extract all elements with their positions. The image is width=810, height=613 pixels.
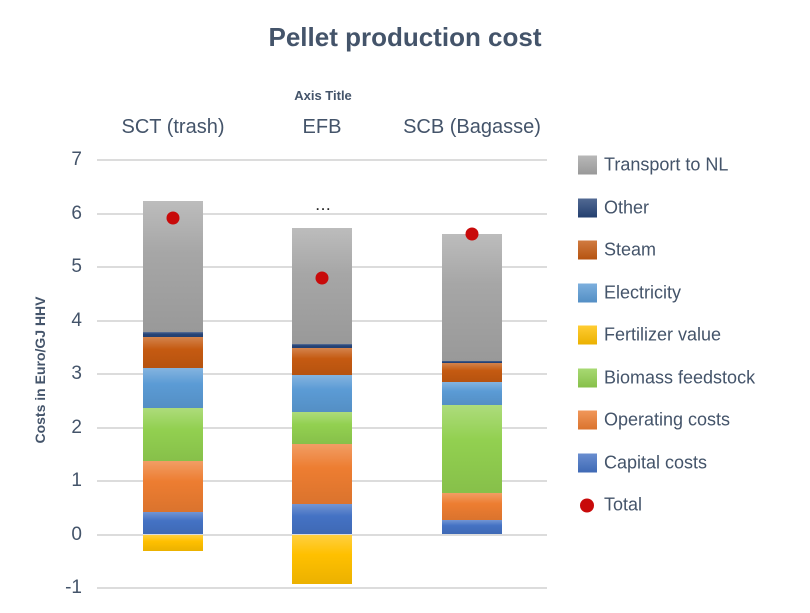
legend-label: Biomass feedstock <box>604 367 756 387</box>
legend-swatch-transport-to-nl <box>578 155 597 175</box>
bar-segment-other <box>292 344 352 349</box>
legend-swatch-electricity <box>578 283 597 302</box>
category-label-sct-trash-: SCT (trash) <box>121 116 225 138</box>
legend-label: Capital costs <box>604 452 708 472</box>
legend-swatch-operating-costs <box>578 410 597 430</box>
bar-segment-steam <box>143 336 203 369</box>
gridline <box>97 212 547 215</box>
bar-segment-electricity <box>292 375 352 412</box>
legend-swatch-total <box>580 498 594 512</box>
legend-label: Operating costs <box>604 409 731 430</box>
legend-swatch-fertilizer-value <box>578 325 597 345</box>
chart-title: Pellet production cost <box>268 22 542 52</box>
bar-segment-electricity <box>143 368 203 409</box>
legend-item-electricity: Electricity <box>578 282 681 303</box>
y-tick-label: 3 <box>71 363 82 385</box>
legend-item-other: Other <box>578 197 649 218</box>
legend-item-operating-costs: Operating costs <box>578 410 730 431</box>
bar-segment-electricity <box>442 381 502 406</box>
legend-item-transport-to-nl: Transport to NL <box>578 155 728 176</box>
bar-segment-biomass-feedstock <box>292 411 352 445</box>
bar-segment-steam <box>442 362 502 382</box>
y-tick-label: 2 <box>71 416 82 438</box>
bar-segment-transport-to-nl <box>292 227 352 345</box>
total-marker <box>166 211 180 225</box>
legend-item-biomass-feedstock: Biomass feedstock <box>578 367 755 388</box>
legend-item-fertilizer-value: Fertilizer value <box>578 325 721 346</box>
category-label-efb: EFB <box>302 116 342 138</box>
gridline <box>97 586 547 589</box>
bar-segment-transport-to-nl <box>442 233 502 361</box>
legend-label: Electricity <box>604 282 682 302</box>
legend-label: Total <box>604 494 643 515</box>
bar-segment-operating-costs <box>292 444 352 505</box>
bar-segment-capital-costs <box>143 512 203 535</box>
bar-segment-fertilizer-value <box>143 534 203 552</box>
chart-legend: Transport to NL Other Steam Electricity Fert… <box>578 0 810 613</box>
y-tick-label: 6 <box>71 202 82 224</box>
bar-segment-biomass-feedstock <box>143 408 203 462</box>
secondary-axis-title: Axis Title <box>294 88 352 103</box>
y-tick-label: 4 <box>71 309 82 331</box>
legend-label: Transport to NL <box>604 154 729 175</box>
legend-swatch-other <box>578 198 597 217</box>
legend-swatch-steam <box>578 240 597 260</box>
bar-segment-fertilizer-value <box>292 534 352 585</box>
data-label-artifact: ... <box>316 199 333 213</box>
y-tick-label: 7 <box>71 149 82 171</box>
y-tick-label: 5 <box>71 256 82 278</box>
bar-segment-capital-costs <box>292 504 352 535</box>
category-label-scb-bagasse-: SCB (Bagasse) <box>403 116 541 138</box>
bar-segment-other <box>143 332 203 337</box>
legend-swatch-biomass-feedstock <box>578 368 597 387</box>
y-tick-label: 0 <box>71 523 82 545</box>
legend-swatch-capital-costs <box>578 453 597 472</box>
bar-segment-steam <box>292 348 352 376</box>
gridline <box>97 159 547 162</box>
bar-segment-biomass-feedstock <box>442 405 502 493</box>
legend-item-total: Total <box>578 495 642 516</box>
bar-segment-operating-costs <box>143 461 203 513</box>
bar-segment-operating-costs <box>442 492 502 520</box>
bar-segment-other <box>442 360 502 363</box>
total-marker <box>315 271 329 285</box>
legend-item-capital-costs: Capital costs <box>578 452 707 473</box>
y-tick-label: -1 <box>65 576 82 598</box>
legend-label: Steam <box>604 239 657 260</box>
total-marker <box>465 227 479 241</box>
legend-label: Other <box>604 197 650 217</box>
y-tick-label: 1 <box>71 470 82 492</box>
legend-item-steam: Steam <box>578 240 656 261</box>
legend-label: Fertilizer value <box>604 324 722 345</box>
bar-segment-capital-costs <box>442 519 502 535</box>
